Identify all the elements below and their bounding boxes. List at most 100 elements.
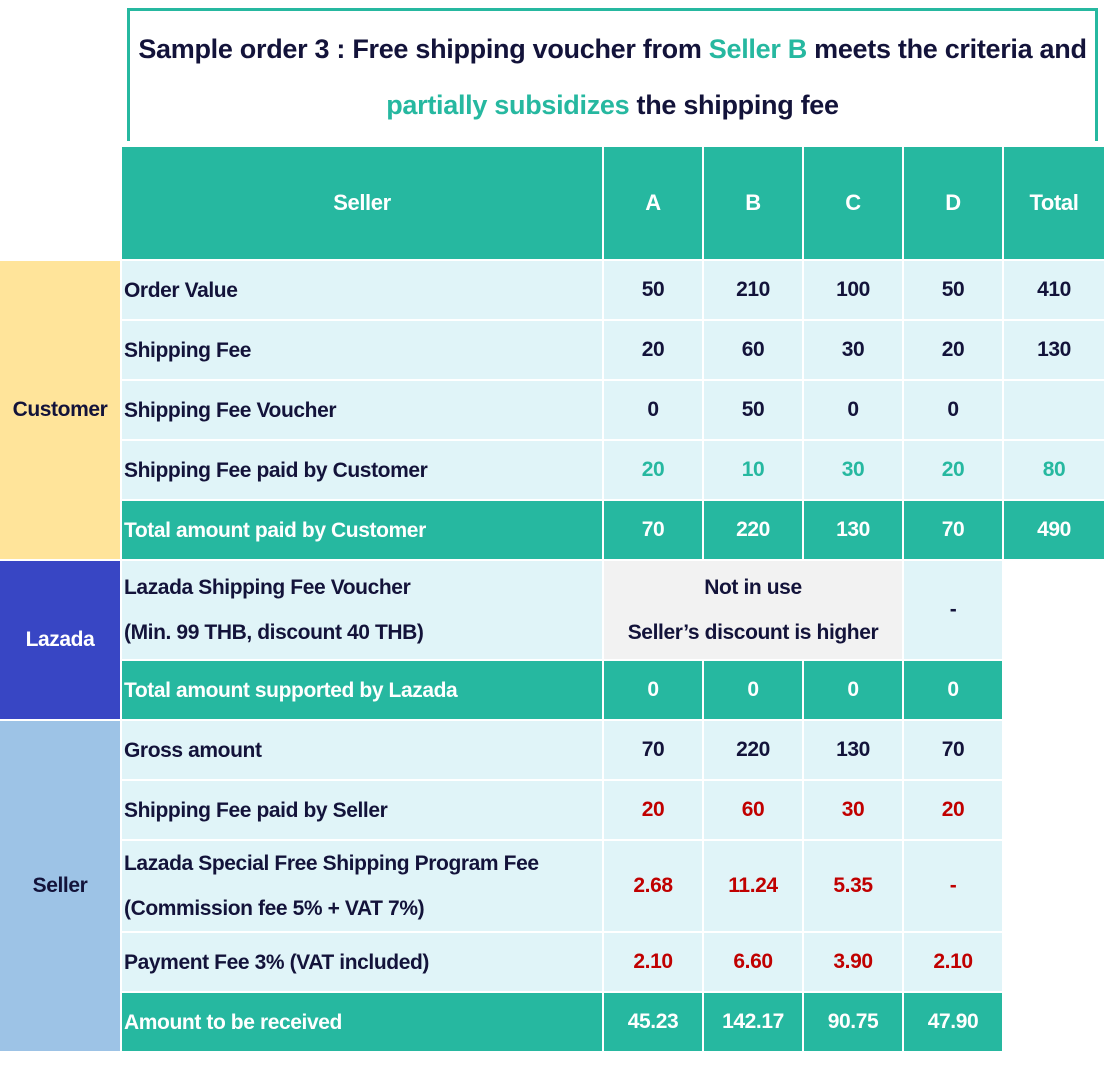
value-cell-total: 410 [1004,261,1104,319]
value-cell-b: 210 [704,261,802,319]
value-cell-a: 0 [604,661,702,719]
empty-cell [1004,993,1104,1051]
row-label: Gross amount [122,721,602,779]
row-label-line: (Commission fee 5% + VAT 7%) [124,897,425,920]
header-col-d: D [904,147,1002,259]
value-cell-d: - [904,841,1002,931]
value-cell-b: 11.24 [704,841,802,931]
row-label-line: Shipping Fee Voucher [124,398,337,422]
row-label-line: Shipping Fee paid by Seller [124,798,388,822]
empty-cell [1004,841,1104,931]
row-label: Total amount paid by Customer [122,501,602,559]
value-cell-c: 30 [804,441,902,499]
page-title: Sample order 3 : Free shipping voucher f… [127,8,1098,141]
value-cell-d: 0 [904,661,1002,719]
value-cell-d: - [904,561,1002,659]
row-label: Lazada Special Free Shipping Program Fee… [122,841,602,931]
value-cell-b: 220 [704,721,802,779]
row-label: Shipping Fee Voucher [122,381,602,439]
header-seller: Seller [122,147,602,259]
header-col-total: Total [1004,147,1104,259]
title-text: meets the criteria and [806,34,1087,64]
row-label-line: Gross amount [124,738,262,762]
empty-cell [1004,721,1104,779]
merged-note-line: Seller’s discount is higher [627,621,879,644]
value-cell-a: 20 [604,781,702,839]
row-label-line: Payment Fee 3% (VAT included) [124,950,430,974]
row-label-line: Lazada Special Free Shipping Program Fee [124,852,539,875]
value-cell-c: 5.35 [804,841,902,931]
value-cell-total: 80 [1004,441,1104,499]
row-label-line: Amount to be received [124,1010,342,1034]
value-cell-a: 50 [604,261,702,319]
value-cell-c: 0 [804,661,902,719]
value-cell-c: 3.90 [804,933,902,991]
row-label-line: Order Value [124,278,238,302]
header-col-a: A [604,147,702,259]
title-highlight-seller-b: Seller B [708,34,807,64]
value-cell-a: 0 [604,381,702,439]
row-label: Lazada Shipping Fee Voucher (Min. 99 THB,… [122,561,602,659]
value-cell-total [1004,381,1104,439]
row-label-line: Lazada Shipping Fee Voucher [124,576,411,599]
value-cell-c: 90.75 [804,993,902,1051]
value-cell-d: 2.10 [904,933,1002,991]
category-customer: Customer [0,261,120,559]
category-lazada: Lazada [0,561,120,719]
value-cell-d: 70 [904,721,1002,779]
order-table: Seller A B C D Total Customer Lazada Seller Order… [0,147,1104,1051]
value-cell-c: 0 [804,381,902,439]
merged-note-line: Not in use [704,576,802,599]
value-cell-b: 10 [704,441,802,499]
value-cell-b: 0 [704,661,802,719]
value-cell-c: 30 [804,781,902,839]
row-label-line: Shipping Fee [124,338,252,362]
value-cell-b: 60 [704,781,802,839]
value-cell-total: 490 [1004,501,1104,559]
empty-cell [1004,781,1104,839]
value-cell-total: 130 [1004,321,1104,379]
value-cell-a: 45.23 [604,993,702,1051]
value-cell-a: 20 [604,441,702,499]
header-col-c: C [804,147,902,259]
value-cell-a: 70 [604,501,702,559]
title-text: the shipping fee [629,90,840,120]
value-cell-d: 47.90 [904,993,1002,1051]
row-label-line: Total amount paid by Customer [124,518,426,542]
value-cell-a: 2.10 [604,933,702,991]
value-cell-b: 50 [704,381,802,439]
value-cell-b: 60 [704,321,802,379]
value-cell-d: 0 [904,381,1002,439]
row-label-line: (Min. 99 THB, discount 40 THB) [124,621,424,644]
value-cell-d: 20 [904,441,1002,499]
row-label-line: Total amount supported by Lazada [124,678,458,702]
value-cell-c: 100 [804,261,902,319]
header-col-b: B [704,147,802,259]
value-cell-d: 20 [904,781,1002,839]
row-label: Amount to be received [122,993,602,1051]
row-label: Payment Fee 3% (VAT included) [122,933,602,991]
value-cell-b: 142.17 [704,993,802,1051]
value-cell-d: 50 [904,261,1002,319]
empty-cell [1004,561,1104,659]
value-cell-a: 70 [604,721,702,779]
title-text: Sample order 3 : Free shipping voucher f… [138,34,709,64]
value-cell-c: 130 [804,721,902,779]
value-cell-d: 70 [904,501,1002,559]
value-cell-d: 20 [904,321,1002,379]
value-cell-b: 220 [704,501,802,559]
category-seller: Seller [0,721,120,1051]
row-label: Shipping Fee paid by Seller [122,781,602,839]
empty-cell [1004,661,1104,719]
value-cell-c: 130 [804,501,902,559]
row-label: Shipping Fee paid by Customer [122,441,602,499]
value-cell-a: 20 [604,321,702,379]
value-cell-a: 2.68 [604,841,702,931]
value-cell-b: 6.60 [704,933,802,991]
value-cell-c: 30 [804,321,902,379]
title-highlight-partial: partially subsidizes [386,90,630,120]
row-label: Total amount supported by Lazada [122,661,602,719]
not-in-use-note: Not in use Seller’s discount is higher [604,561,902,659]
row-label: Order Value [122,261,602,319]
row-label-line: Shipping Fee paid by Customer [124,458,428,482]
